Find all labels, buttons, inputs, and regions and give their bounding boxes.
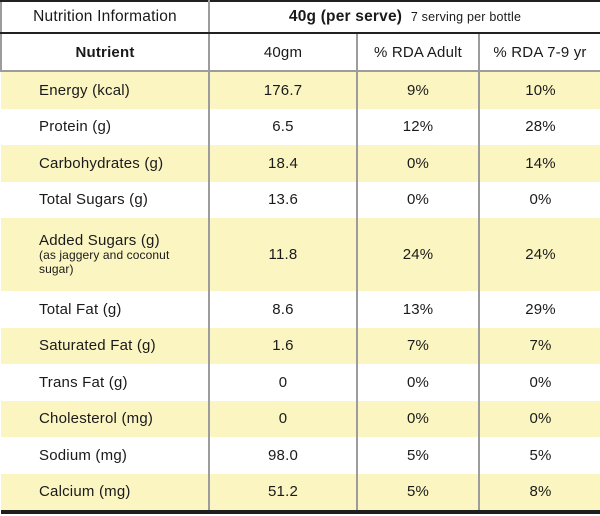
amount-cell: 6.5	[209, 108, 358, 145]
table-row-sodium: Sodium (mg) 98.0 5% 5%	[1, 437, 600, 474]
column-header-row: Nutrient 40gm % RDA Adult % RDA 7-9 yr	[0, 33, 600, 72]
serving-info-cell: 40g (per serve) 7 serving per bottle	[209, 0, 600, 34]
column-header-nutrient: Nutrient	[0, 33, 210, 72]
nutrient-name-cell: Calcium (mg)	[1, 473, 210, 514]
amount-cell: 8.6	[209, 291, 358, 328]
rda-adult-cell: 0%	[357, 145, 480, 182]
nutrient-name-cell: Total Sugars (g)	[1, 181, 210, 218]
rda-child-cell: 24%	[479, 218, 600, 291]
table-title: Nutrition Information	[0, 0, 210, 34]
rda-adult-cell: 0%	[357, 181, 480, 218]
amount-cell: 0	[209, 364, 358, 401]
rda-adult-cell: 24%	[357, 218, 480, 291]
nutrient-name-cell: Sodium (mg)	[1, 437, 210, 474]
rda-adult-cell: 5%	[357, 437, 480, 474]
table-row-carbohydrates: Carbohydrates (g) 18.4 0% 14%	[1, 145, 600, 182]
table-row-protein: Protein (g) 6.5 12% 28%	[1, 108, 600, 145]
nutrient-name-cell: Trans Fat (g)	[1, 364, 210, 401]
rda-child-cell: 8%	[479, 473, 600, 514]
serving-size: 40g (per serve)	[288, 8, 403, 25]
nutrient-name-cell: Carbohydrates (g)	[1, 145, 210, 182]
rda-child-cell: 0%	[479, 181, 600, 218]
amount-cell: 0	[209, 400, 358, 437]
rda-child-cell: 5%	[479, 437, 600, 474]
table-row-calcium: Calcium (mg) 51.2 5% 8%	[1, 473, 600, 514]
nutrient-name-cell: Energy (kcal)	[1, 71, 210, 109]
amount-cell: 18.4	[209, 145, 358, 182]
nutrient-name: Added Sugars (g)	[39, 232, 160, 250]
servings-per-bottle: 7 serving per bottle	[410, 10, 522, 24]
rda-child-cell: 29%	[479, 291, 600, 328]
table-row-cholesterol: Cholesterol (mg) 0 0% 0%	[1, 400, 600, 437]
nutrient-name-cell: Cholesterol (mg)	[1, 400, 210, 437]
rda-adult-cell: 13%	[357, 291, 480, 328]
amount-cell: 176.7	[209, 71, 358, 109]
table-row-energy: Energy (kcal) 176.7 9% 10%	[1, 71, 600, 109]
nutrient-name-cell: Total Fat (g)	[1, 291, 210, 328]
amount-cell: 51.2	[209, 473, 358, 514]
nutrient-name-cell: Saturated Fat (g)	[1, 327, 210, 364]
table-row-total-fat: Total Fat (g) 8.6 13% 29%	[1, 291, 600, 328]
table-row-saturated-fat: Saturated Fat (g) 1.6 7% 7%	[1, 327, 600, 364]
rda-child-cell: 0%	[479, 400, 600, 437]
rda-child-cell: 0%	[479, 364, 600, 401]
rda-adult-cell: 0%	[357, 400, 480, 437]
rda-child-cell: 14%	[479, 145, 600, 182]
nutrient-name-cell: Protein (g)	[1, 108, 210, 145]
amount-cell: 11.8	[209, 218, 358, 291]
rda-adult-cell: 12%	[357, 108, 480, 145]
rda-child-cell: 10%	[479, 71, 600, 109]
nutrient-name-cell: Added Sugars (g) (as jaggery and coconut…	[1, 218, 210, 291]
rda-adult-cell: 9%	[357, 71, 480, 109]
table-row-trans-fat: Trans Fat (g) 0 0% 0%	[1, 364, 600, 401]
table-title-row: Nutrition Information 40g (per serve) 7 …	[0, 0, 600, 34]
amount-cell: 1.6	[209, 327, 358, 364]
column-header-rda-adult: % RDA Adult	[357, 33, 480, 72]
column-header-amount: 40gm	[209, 33, 358, 72]
nutrient-note: (as jaggery and coconut sugar)	[39, 248, 170, 276]
amount-cell: 98.0	[209, 437, 358, 474]
rda-adult-cell: 5%	[357, 473, 480, 514]
amount-cell: 13.6	[209, 181, 358, 218]
table-row-added-sugars: Added Sugars (g) (as jaggery and coconut…	[1, 218, 600, 291]
rda-adult-cell: 0%	[357, 364, 480, 401]
rda-adult-cell: 7%	[357, 327, 480, 364]
rda-child-cell: 7%	[479, 327, 600, 364]
column-header-rda-child: % RDA 7-9 yr	[479, 33, 600, 72]
table-row-total-sugars: Total Sugars (g) 13.6 0% 0%	[1, 181, 600, 218]
rda-child-cell: 28%	[479, 108, 600, 145]
